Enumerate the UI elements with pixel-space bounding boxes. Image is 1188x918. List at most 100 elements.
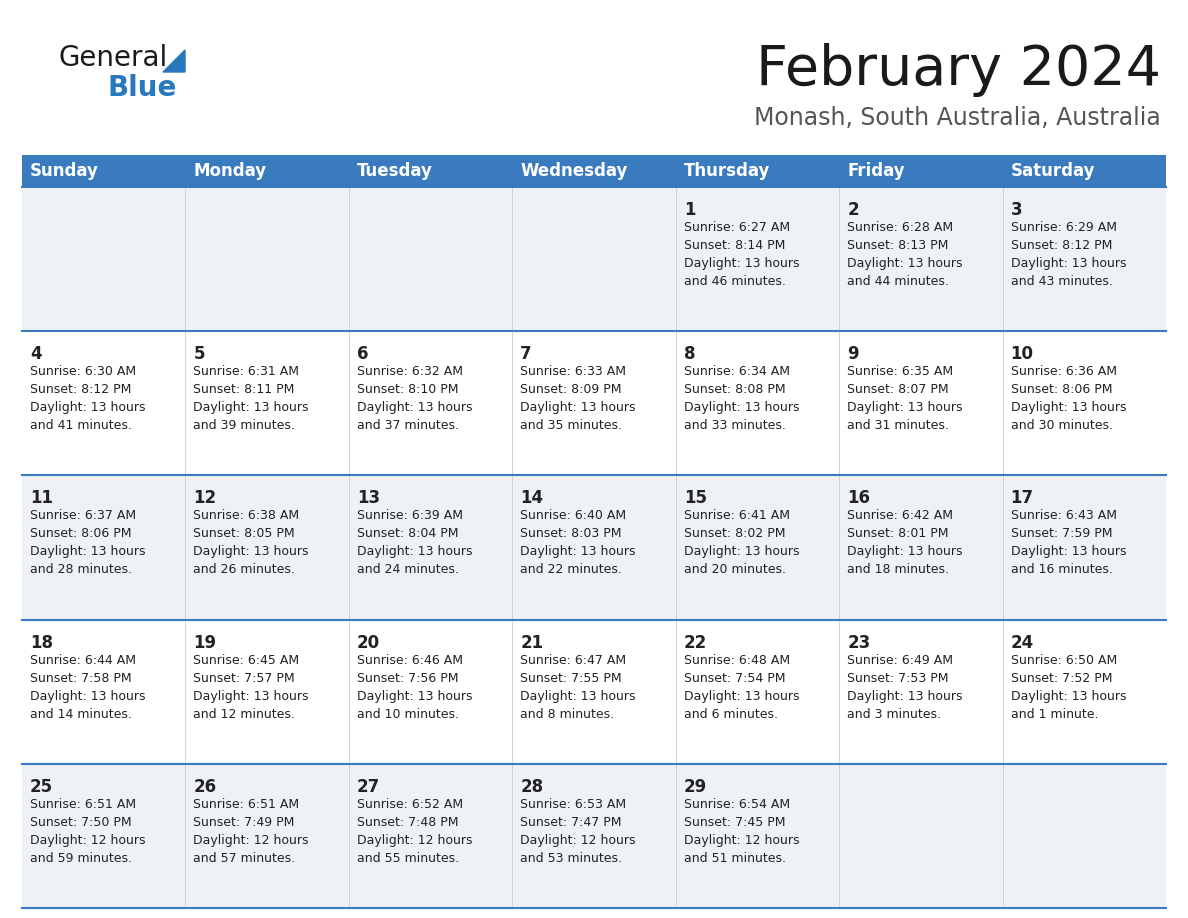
Text: Sunrise: 6:52 AM: Sunrise: 6:52 AM xyxy=(356,798,463,811)
Text: Daylight: 13 hours: Daylight: 13 hours xyxy=(30,689,145,702)
Text: and 10 minutes.: and 10 minutes. xyxy=(356,708,459,721)
Text: Daylight: 13 hours: Daylight: 13 hours xyxy=(684,257,800,270)
Text: Sunset: 8:09 PM: Sunset: 8:09 PM xyxy=(520,383,621,397)
Text: Sunset: 8:13 PM: Sunset: 8:13 PM xyxy=(847,239,948,252)
Text: Daylight: 13 hours: Daylight: 13 hours xyxy=(194,401,309,414)
Text: General: General xyxy=(58,44,168,72)
Text: Sunset: 8:08 PM: Sunset: 8:08 PM xyxy=(684,383,785,397)
Text: and 1 minute.: and 1 minute. xyxy=(1011,708,1098,721)
Text: Tuesday: Tuesday xyxy=(356,162,432,180)
Text: Daylight: 13 hours: Daylight: 13 hours xyxy=(30,545,145,558)
Text: 3: 3 xyxy=(1011,201,1022,219)
Text: 11: 11 xyxy=(30,489,53,508)
Text: 15: 15 xyxy=(684,489,707,508)
Text: Daylight: 12 hours: Daylight: 12 hours xyxy=(30,834,145,846)
Text: Sunrise: 6:51 AM: Sunrise: 6:51 AM xyxy=(30,798,137,811)
Text: Monash, South Australia, Australia: Monash, South Australia, Australia xyxy=(754,106,1161,130)
Bar xyxy=(349,155,512,187)
Text: Sunset: 8:01 PM: Sunset: 8:01 PM xyxy=(847,528,949,541)
Text: and 12 minutes.: and 12 minutes. xyxy=(194,708,296,721)
Text: Wednesday: Wednesday xyxy=(520,162,627,180)
Text: Saturday: Saturday xyxy=(1011,162,1095,180)
Text: Thursday: Thursday xyxy=(684,162,770,180)
Text: and 51 minutes.: and 51 minutes. xyxy=(684,852,785,865)
Text: Sunset: 8:03 PM: Sunset: 8:03 PM xyxy=(520,528,621,541)
Text: Friday: Friday xyxy=(847,162,905,180)
Text: and 16 minutes.: and 16 minutes. xyxy=(1011,564,1112,577)
Text: Daylight: 13 hours: Daylight: 13 hours xyxy=(356,689,473,702)
Text: Sunrise: 6:42 AM: Sunrise: 6:42 AM xyxy=(847,509,953,522)
Text: Sunrise: 6:31 AM: Sunrise: 6:31 AM xyxy=(194,365,299,378)
Text: Sunrise: 6:36 AM: Sunrise: 6:36 AM xyxy=(1011,365,1117,378)
Polygon shape xyxy=(163,50,185,72)
Text: Sunset: 7:58 PM: Sunset: 7:58 PM xyxy=(30,672,132,685)
Bar xyxy=(185,155,349,187)
Text: Sunset: 8:12 PM: Sunset: 8:12 PM xyxy=(1011,239,1112,252)
Text: and 41 minutes.: and 41 minutes. xyxy=(30,420,132,432)
Text: Sunrise: 6:45 AM: Sunrise: 6:45 AM xyxy=(194,654,299,666)
Text: and 33 minutes.: and 33 minutes. xyxy=(684,420,785,432)
Text: Sunset: 7:45 PM: Sunset: 7:45 PM xyxy=(684,816,785,829)
Bar xyxy=(23,331,1165,476)
Text: Sunrise: 6:48 AM: Sunrise: 6:48 AM xyxy=(684,654,790,666)
Text: Daylight: 13 hours: Daylight: 13 hours xyxy=(1011,401,1126,414)
Text: 17: 17 xyxy=(1011,489,1034,508)
Text: 4: 4 xyxy=(30,345,42,364)
Text: Sunset: 8:06 PM: Sunset: 8:06 PM xyxy=(1011,383,1112,397)
Text: and 44 minutes.: and 44 minutes. xyxy=(847,275,949,288)
Text: Sunrise: 6:27 AM: Sunrise: 6:27 AM xyxy=(684,221,790,234)
Text: Daylight: 12 hours: Daylight: 12 hours xyxy=(520,834,636,846)
Text: 29: 29 xyxy=(684,778,707,796)
Text: Sunset: 8:06 PM: Sunset: 8:06 PM xyxy=(30,528,132,541)
Text: and 53 minutes.: and 53 minutes. xyxy=(520,852,623,865)
Text: Sunrise: 6:37 AM: Sunrise: 6:37 AM xyxy=(30,509,137,522)
Text: 18: 18 xyxy=(30,633,53,652)
Text: Sunrise: 6:29 AM: Sunrise: 6:29 AM xyxy=(1011,221,1117,234)
Text: Sunset: 8:11 PM: Sunset: 8:11 PM xyxy=(194,383,295,397)
Text: Sunrise: 6:32 AM: Sunrise: 6:32 AM xyxy=(356,365,463,378)
Text: Sunrise: 6:53 AM: Sunrise: 6:53 AM xyxy=(520,798,626,811)
Text: Daylight: 13 hours: Daylight: 13 hours xyxy=(684,689,800,702)
Text: 6: 6 xyxy=(356,345,368,364)
Text: 14: 14 xyxy=(520,489,543,508)
Text: Sunset: 7:48 PM: Sunset: 7:48 PM xyxy=(356,816,459,829)
Text: 8: 8 xyxy=(684,345,695,364)
Text: Sunset: 7:59 PM: Sunset: 7:59 PM xyxy=(1011,528,1112,541)
Text: 19: 19 xyxy=(194,633,216,652)
Text: and 39 minutes.: and 39 minutes. xyxy=(194,420,296,432)
Text: Sunrise: 6:38 AM: Sunrise: 6:38 AM xyxy=(194,509,299,522)
Text: Daylight: 13 hours: Daylight: 13 hours xyxy=(30,401,145,414)
Text: Sunday: Sunday xyxy=(30,162,99,180)
Text: and 14 minutes.: and 14 minutes. xyxy=(30,708,132,721)
Text: 16: 16 xyxy=(847,489,870,508)
Bar xyxy=(23,187,1165,331)
Text: Daylight: 13 hours: Daylight: 13 hours xyxy=(194,689,309,702)
Bar xyxy=(23,764,1165,908)
Text: and 28 minutes.: and 28 minutes. xyxy=(30,564,132,577)
Text: Blue: Blue xyxy=(108,74,177,102)
Text: Daylight: 12 hours: Daylight: 12 hours xyxy=(684,834,800,846)
Text: Sunrise: 6:47 AM: Sunrise: 6:47 AM xyxy=(520,654,626,666)
Text: and 20 minutes.: and 20 minutes. xyxy=(684,564,785,577)
Text: 24: 24 xyxy=(1011,633,1034,652)
Text: Sunset: 7:50 PM: Sunset: 7:50 PM xyxy=(30,816,132,829)
Text: and 35 minutes.: and 35 minutes. xyxy=(520,420,623,432)
Text: Sunset: 8:07 PM: Sunset: 8:07 PM xyxy=(847,383,949,397)
Text: Daylight: 13 hours: Daylight: 13 hours xyxy=(684,401,800,414)
Text: and 24 minutes.: and 24 minutes. xyxy=(356,564,459,577)
Text: Monday: Monday xyxy=(194,162,266,180)
Bar xyxy=(23,476,1165,620)
Text: 23: 23 xyxy=(847,633,871,652)
Bar xyxy=(23,620,1165,764)
Text: Sunset: 7:53 PM: Sunset: 7:53 PM xyxy=(847,672,949,685)
Text: Sunrise: 6:50 AM: Sunrise: 6:50 AM xyxy=(1011,654,1117,666)
Text: Daylight: 13 hours: Daylight: 13 hours xyxy=(1011,689,1126,702)
Text: 7: 7 xyxy=(520,345,532,364)
Text: Sunset: 7:54 PM: Sunset: 7:54 PM xyxy=(684,672,785,685)
Text: Sunrise: 6:44 AM: Sunrise: 6:44 AM xyxy=(30,654,135,666)
Text: and 43 minutes.: and 43 minutes. xyxy=(1011,275,1112,288)
Text: 20: 20 xyxy=(356,633,380,652)
Text: Sunset: 8:10 PM: Sunset: 8:10 PM xyxy=(356,383,459,397)
Text: 2: 2 xyxy=(847,201,859,219)
Text: 10: 10 xyxy=(1011,345,1034,364)
